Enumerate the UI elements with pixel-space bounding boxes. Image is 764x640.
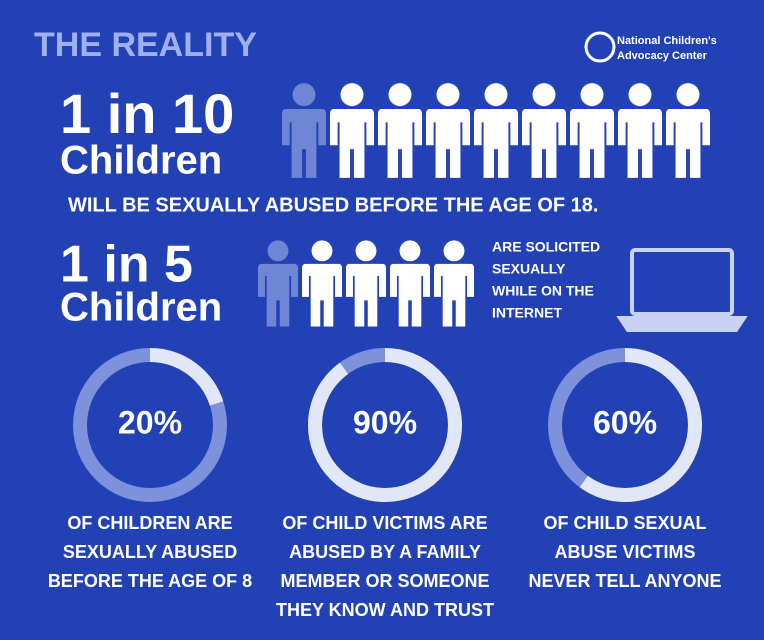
ring-label: 60% <box>593 404 657 440</box>
ring-caption: NEVER TELL ANYONE <box>528 571 721 591</box>
stat-caption: ARE SOLICITED <box>492 239 600 255</box>
ring-caption: OF CHILDREN ARE <box>67 513 232 533</box>
ring-caption: SEXUALLY ABUSED <box>63 542 237 562</box>
logo-text: Advocacy Center <box>617 50 708 62</box>
logo-text: National Children's <box>617 35 717 47</box>
ring-label: 90% <box>353 404 417 440</box>
ring-caption: ABUSED BY A FAMILY <box>289 542 481 562</box>
ring-caption: OF CHILD VICTIMS ARE <box>282 513 487 533</box>
laptop-icon <box>616 248 748 332</box>
stat-noun: Children <box>60 286 222 330</box>
ring-arc <box>548 348 702 502</box>
stat-number: 1 in 5 <box>60 236 193 294</box>
stat-caption: WHILE ON THE <box>492 283 594 299</box>
ring-caption: BEFORE THE AGE OF 8 <box>48 571 252 591</box>
stat-caption: WILL BE SEXUALLY ABUSED BEFORE THE AGE O… <box>68 194 598 216</box>
ring-caption: THEY KNOW AND TRUST <box>276 600 494 620</box>
rings: 20% OF CHILDREN ARE SEXUALLY ABUSED BEFORE … <box>48 348 722 620</box>
ring-arc <box>73 348 227 502</box>
logo-icon <box>584 31 616 63</box>
stat-noun: Children <box>60 139 222 183</box>
ring-label: 20% <box>118 404 182 440</box>
ring-caption: ABUSE VICTIMS <box>554 542 695 562</box>
logo: National Children's Advocacy Center <box>584 31 717 63</box>
ring-caption: OF CHILD SEXUAL <box>543 513 706 533</box>
stat-caption: SEXUALLY <box>492 261 566 277</box>
title: THE REALITY <box>34 26 257 64</box>
ring-arc <box>308 348 462 502</box>
ring-caption: MEMBER OR SOMEONE <box>280 571 489 591</box>
stat-caption: INTERNET <box>492 305 562 321</box>
stat-number: 1 in 10 <box>60 82 234 145</box>
